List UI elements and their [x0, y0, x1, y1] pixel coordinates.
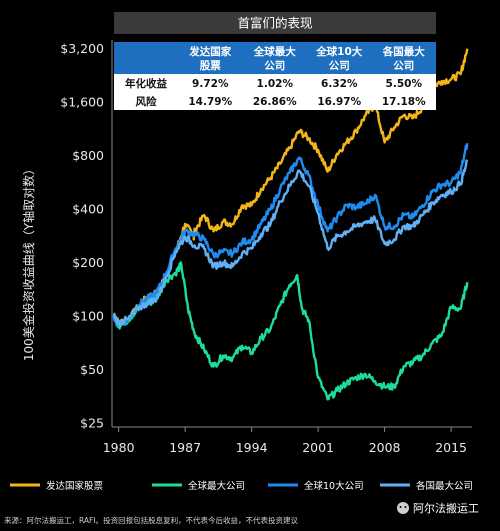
x-tick-label: 1980 — [103, 440, 135, 455]
series-line — [112, 261, 469, 401]
x-tick-label: 2001 — [302, 440, 334, 455]
y-tick-label: $25 — [80, 416, 104, 431]
chart-title: 首富们的表现 — [237, 16, 312, 31]
watermark: 阿尔法搬运工 — [397, 501, 479, 515]
table-cell: 1.02% — [257, 78, 294, 90]
x-tick-label: 1987 — [169, 440, 201, 455]
y-tick-label: $400 — [72, 202, 104, 217]
source-note: 来源：阿尔法搬运工，RAFI。投资回报包括股息复利，不代表今后收益，不代表投资建… — [4, 515, 299, 525]
legend-label: 各国最大公司 — [416, 480, 473, 492]
table-body-bg — [114, 74, 436, 110]
table-cell: 9.72% — [192, 78, 229, 90]
table-cell: 5.50% — [386, 78, 423, 90]
y-axis-title: 100美金投资收益曲线（Y轴取对数） — [21, 163, 36, 361]
x-tick-label: 2008 — [369, 440, 401, 455]
table-cell: 26.86% — [253, 96, 297, 108]
table-row-label: 年化收益 — [125, 77, 167, 90]
watermark-text: 阿尔法搬运工 — [413, 501, 479, 515]
table-row-label: 风险 — [136, 95, 157, 108]
x-tick-label: 1994 — [236, 440, 268, 455]
table-header-cell: 全球10大 — [315, 45, 363, 58]
series-line — [112, 159, 469, 327]
y-tick-label: $800 — [72, 148, 104, 163]
table-header-cell: 公司 — [264, 60, 285, 72]
table-header-cell: 公司 — [329, 60, 350, 72]
wechat-icon — [397, 502, 409, 514]
legend-label: 发达国家股票 — [46, 480, 104, 492]
table-cell: 17.18% — [382, 96, 426, 108]
table-header-cell: 股票 — [200, 60, 221, 72]
y-tick-label: $100 — [72, 309, 104, 324]
table-header-cell: 全球最大 — [253, 45, 296, 58]
table-cell: 6.32% — [321, 78, 358, 90]
table-header-cell: 发达国家 — [188, 45, 231, 58]
table-cell: 14.79% — [188, 96, 232, 108]
y-tick-label: $200 — [72, 255, 104, 270]
table-header-cell: 各国最大 — [382, 45, 425, 58]
table-header-cell: 公司 — [393, 60, 414, 72]
legend-label: 全球10大公司 — [304, 480, 364, 492]
x-tick-label: 2015 — [435, 440, 467, 455]
y-tick-label: $1,600 — [60, 95, 104, 110]
y-tick-label: $3,200 — [60, 41, 104, 56]
legend: 发达国家股票 全球最大公司 全球10大公司 各国最大公司 — [10, 480, 473, 492]
table-header-bg — [114, 42, 436, 74]
legend-label: 全球最大公司 — [188, 480, 245, 492]
chart-title-bar — [114, 12, 436, 34]
y-tick-label: $50 — [80, 362, 104, 377]
table-cell: 16.97% — [317, 96, 361, 108]
series-line — [112, 143, 469, 327]
